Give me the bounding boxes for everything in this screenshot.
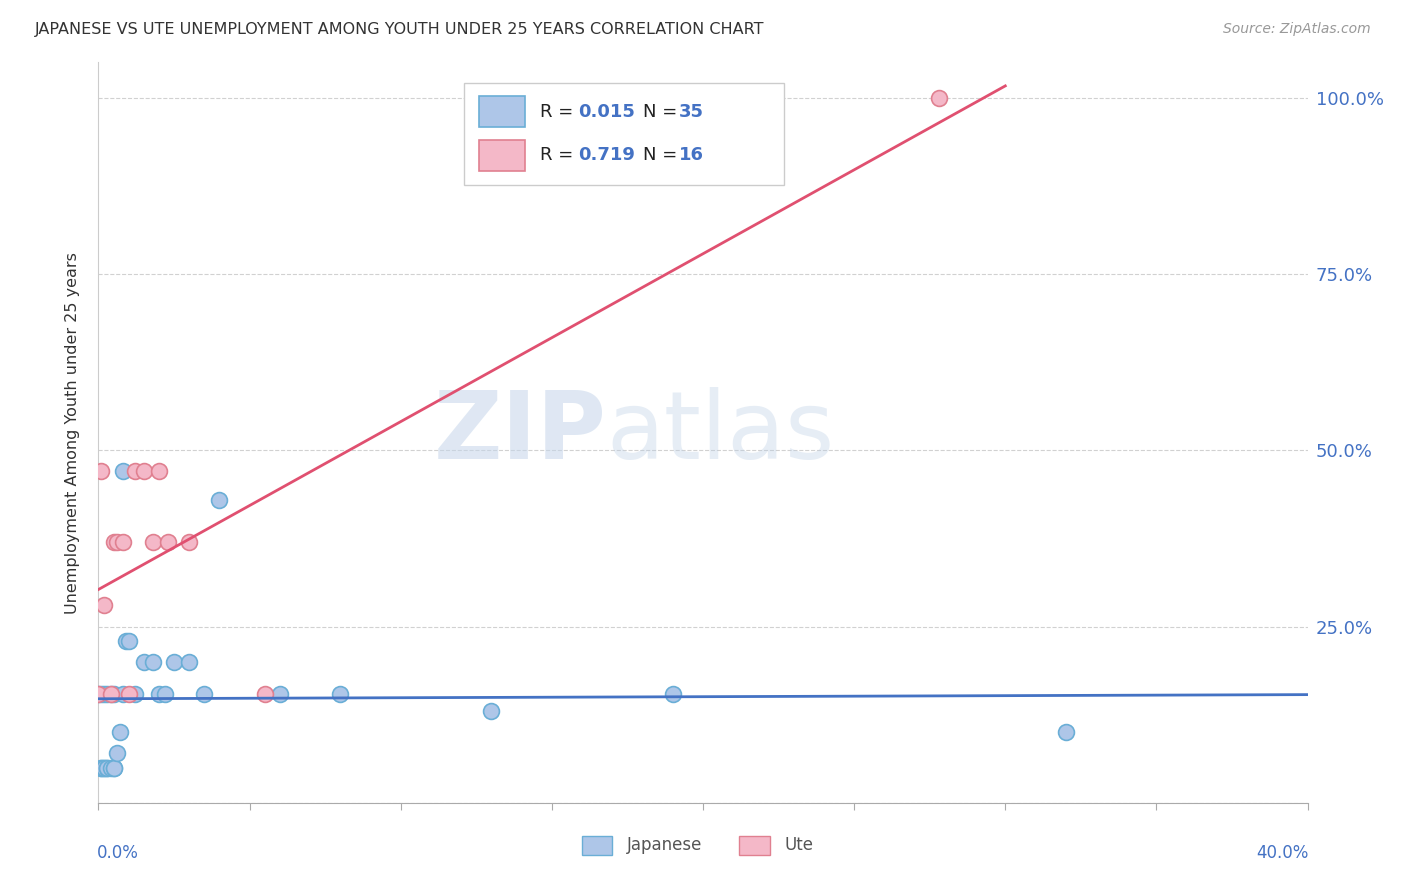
Point <box>90 464 112 478</box>
Point <box>481 704 503 718</box>
Point <box>100 686 122 700</box>
Point <box>114 633 136 648</box>
Point <box>1054 725 1077 739</box>
Point <box>156 535 179 549</box>
Point <box>132 464 155 478</box>
Point <box>329 686 352 700</box>
Point <box>105 747 128 761</box>
Point <box>179 655 201 669</box>
Text: atlas: atlas <box>606 386 835 479</box>
Point <box>87 686 110 700</box>
Text: 0.015: 0.015 <box>578 103 636 121</box>
Text: Source: ZipAtlas.com: Source: ZipAtlas.com <box>1223 22 1371 37</box>
Point <box>103 760 125 774</box>
FancyBboxPatch shape <box>479 140 526 171</box>
FancyBboxPatch shape <box>464 83 785 185</box>
Point <box>103 686 125 700</box>
Point <box>142 535 165 549</box>
Point <box>111 535 134 549</box>
Point <box>148 686 170 700</box>
Point <box>179 535 201 549</box>
Point <box>96 686 118 700</box>
Text: N =: N = <box>643 103 682 121</box>
Point <box>96 760 118 774</box>
Point <box>90 760 112 774</box>
Point <box>103 535 125 549</box>
Point <box>100 686 122 700</box>
Point <box>269 686 291 700</box>
Point <box>111 464 134 478</box>
Y-axis label: Unemployment Among Youth under 25 years: Unemployment Among Youth under 25 years <box>65 252 80 614</box>
FancyBboxPatch shape <box>479 95 526 127</box>
Point <box>100 760 122 774</box>
Point <box>193 686 215 700</box>
Point <box>87 686 110 700</box>
Text: 0.0%: 0.0% <box>97 844 139 862</box>
Text: 16: 16 <box>679 146 704 164</box>
Text: R =: R = <box>540 146 579 164</box>
FancyBboxPatch shape <box>582 836 613 855</box>
Point <box>93 760 115 774</box>
Text: Ute: Ute <box>785 837 813 855</box>
Point <box>111 686 134 700</box>
Point <box>132 655 155 669</box>
Point <box>253 686 276 700</box>
Point <box>93 599 115 613</box>
Point <box>118 686 141 700</box>
Text: 40.0%: 40.0% <box>1257 844 1309 862</box>
Point <box>90 686 112 700</box>
Point <box>661 686 683 700</box>
Text: N =: N = <box>643 146 682 164</box>
Point <box>118 633 141 648</box>
Point <box>124 464 146 478</box>
Point <box>90 760 112 774</box>
Point <box>103 760 125 774</box>
Point <box>96 760 118 774</box>
Text: R =: R = <box>540 103 579 121</box>
Point <box>124 686 146 700</box>
Point <box>928 91 950 105</box>
FancyBboxPatch shape <box>740 836 769 855</box>
Text: Japanese: Japanese <box>627 837 702 855</box>
Point <box>163 655 186 669</box>
Point <box>153 686 176 700</box>
Point <box>93 686 115 700</box>
Text: ZIP: ZIP <box>433 386 606 479</box>
Point <box>208 492 231 507</box>
Point <box>142 655 165 669</box>
Text: 0.719: 0.719 <box>578 146 636 164</box>
Point <box>148 464 170 478</box>
Point <box>105 535 128 549</box>
Text: 35: 35 <box>679 103 704 121</box>
Point <box>93 760 115 774</box>
Point <box>108 725 131 739</box>
Text: JAPANESE VS UTE UNEMPLOYMENT AMONG YOUTH UNDER 25 YEARS CORRELATION CHART: JAPANESE VS UTE UNEMPLOYMENT AMONG YOUTH… <box>35 22 765 37</box>
